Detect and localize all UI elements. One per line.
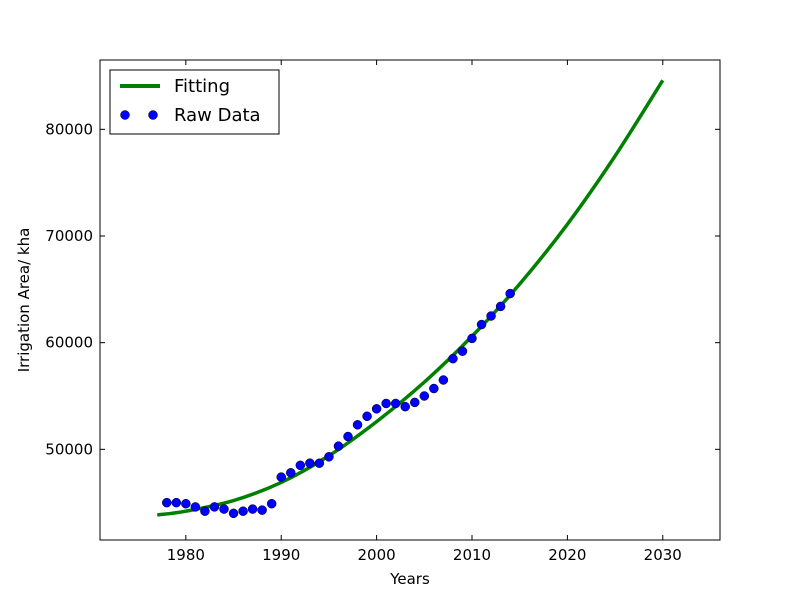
raw-data-point — [305, 458, 315, 468]
chart-marks — [157, 79, 665, 519]
legend-raw-data-marker — [148, 110, 158, 120]
legend-raw-data-label: Raw Data — [174, 105, 261, 126]
raw-data-point — [429, 383, 439, 394]
raw-data-point — [362, 411, 372, 422]
plot-frame — [99, 59, 721, 541]
raw-data-point — [247, 504, 258, 514]
y-tick-label: 60000 — [45, 334, 93, 352]
raw-data-point — [314, 458, 325, 468]
raw-data-point — [200, 506, 210, 516]
raw-data-point — [495, 301, 506, 312]
x-tick-label: 1990 — [262, 546, 300, 564]
raw-data-point — [371, 404, 382, 414]
y-tick-label: 80000 — [45, 120, 93, 138]
raw-data-point — [286, 468, 296, 478]
raw-data-point — [486, 311, 496, 321]
raw-data-point — [333, 441, 344, 451]
raw-data-point — [219, 504, 229, 514]
raw-data-point — [457, 346, 468, 356]
raw-data-point — [276, 472, 286, 482]
raw-data-point — [343, 431, 353, 442]
raw-data-point — [257, 505, 267, 515]
raw-data-point — [467, 333, 477, 344]
raw-data-point — [238, 506, 248, 516]
x-tick-label: 2030 — [644, 546, 682, 564]
raw-data-point — [448, 353, 458, 364]
y-axis-label: Irrigation Area/ kha — [15, 228, 33, 373]
legend-fitting-label: Fitting — [174, 76, 230, 97]
raw-data-point — [295, 460, 306, 471]
fitting-curve — [157, 79, 665, 517]
raw-data-point — [324, 452, 334, 462]
x-axis-label: Years — [389, 570, 430, 588]
raw-data-point — [438, 375, 449, 385]
raw-data-point — [410, 397, 420, 408]
plot-area — [100, 60, 720, 540]
raw-data-point — [400, 401, 410, 412]
x-tick-label: 2010 — [453, 546, 491, 564]
raw-data-point — [419, 391, 430, 401]
raw-data-point — [209, 502, 220, 512]
legend: Fitting Raw Data — [109, 69, 280, 135]
raw-data-point — [476, 319, 487, 330]
raw-data-point — [266, 498, 277, 509]
y-tick-label: 50000 — [45, 440, 93, 458]
raw-data-point — [228, 508, 239, 519]
raw-data-point — [390, 398, 401, 409]
raw-data-point — [352, 420, 363, 430]
x-tick-label: 1980 — [167, 546, 205, 564]
raw-data-point — [381, 398, 391, 409]
y-tick-label: 70000 — [45, 227, 93, 245]
legend-box — [109, 69, 280, 135]
x-tick-label: 2020 — [548, 546, 586, 564]
raw-data-point — [190, 502, 201, 512]
raw-data-point — [505, 288, 515, 299]
raw-data-point — [162, 497, 172, 508]
axis-ticks: 1980 1990 2000 2010 2020 2030 50000 60000 70000 8… — [45, 60, 720, 564]
raw-data-point — [181, 498, 191, 509]
x-tick-label: 2000 — [358, 546, 396, 564]
raw-data-point — [171, 497, 182, 508]
legend-raw-data-marker — [120, 110, 130, 120]
